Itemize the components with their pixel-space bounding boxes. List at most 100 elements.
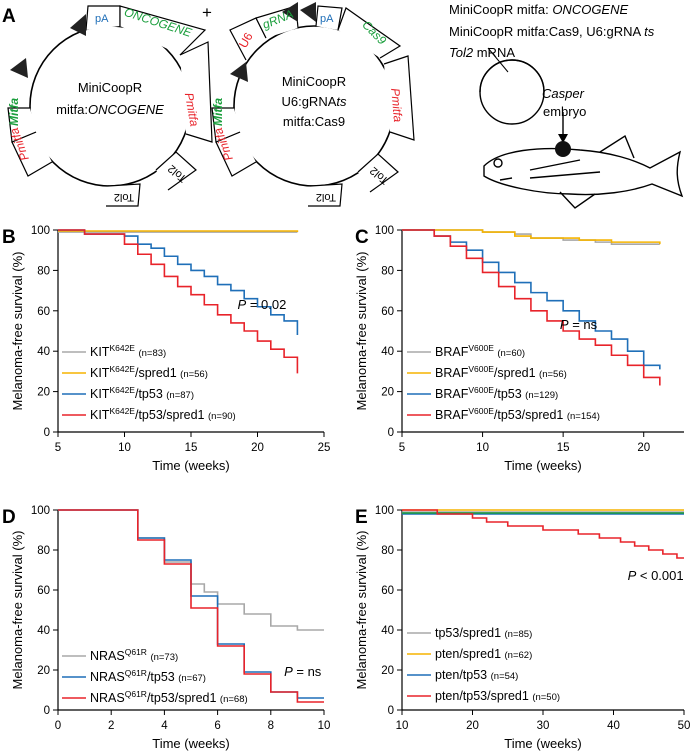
injection-line-2: MiniCoopR mitfa:Cas9, U6:gRNA ts (449, 24, 655, 39)
x-tick-label: 15 (557, 442, 570, 454)
segment-pmitfa-right (179, 41, 213, 143)
x-tick-label: 10 (476, 442, 489, 454)
series-line-orange (402, 229, 661, 245)
x-tick-label: 20 (251, 442, 264, 454)
legend-entry: KITK642E/tp53/spred1 (n=90) (90, 406, 236, 422)
y-tick-label: 80 (381, 265, 394, 277)
y-tick-label: 20 (37, 387, 50, 399)
panel-label-c: C (355, 227, 369, 248)
plasmid-subtitle: U6:gRNAts (281, 94, 347, 109)
y-tick-label: 40 (381, 346, 394, 358)
chart-panel-e: E 0 20 40 60 80 100 10 20 30 40 50 Time (weeks) Melan… (354, 505, 690, 751)
y-tick-label: 100 (31, 225, 50, 237)
y-tick-label: 60 (381, 585, 394, 597)
arrow-head-icon (558, 134, 568, 143)
x-tick-label: 8 (268, 720, 274, 732)
promoter-arrow-icon (70, 14, 86, 36)
y-axis-label: Melanoma-free survival (%) (354, 531, 369, 690)
y-tick-label: 60 (37, 585, 50, 597)
legend-entry: pten/tp53/spred1 (n=50) (435, 689, 560, 703)
p-value-annotation: P = ns (560, 317, 598, 332)
casper-label: Casper (542, 86, 585, 101)
y-axis-label: Melanoma-free survival (%) (10, 531, 25, 690)
legend-entry: pten/tp53 (n=54) (435, 668, 518, 682)
panel-a: A + pA ONCOGENE Pmitfa Tol2 Tol2 Pmitfa … (2, 2, 684, 209)
x-tick-label: 10 (118, 442, 131, 454)
series-line-orange (58, 230, 299, 233)
promoter-arrow-icon (230, 62, 248, 82)
segment-mitfa (7, 107, 37, 143)
plasmid-title: MiniCoopR (282, 74, 346, 89)
y-tick-label: 40 (381, 625, 394, 637)
x-axis-label: Time (weeks) (152, 458, 230, 473)
y-axis-label: Melanoma-free survival (%) (10, 252, 25, 411)
panel-label-d: D (2, 507, 16, 528)
y-tick-label: 0 (44, 705, 50, 717)
label-mitfa: Mitfa (211, 98, 225, 126)
legend-entry: BRAFV600E/spred1 (n=56) (435, 364, 567, 380)
x-axis-label: Time (weeks) (504, 458, 582, 473)
segment-mitfa (211, 107, 241, 143)
promoter-arrow-icon (282, 2, 298, 22)
segment-tol2-right (357, 153, 399, 193)
segment-cas9 (337, 7, 402, 59)
legend-entry: KITK642E/tp53 (n=87) (90, 385, 194, 401)
x-tick-label: 6 (214, 720, 220, 732)
x-tick-label: 5 (55, 442, 61, 454)
x-tick-label: 25 (318, 442, 331, 454)
x-tick-label: 2 (108, 720, 114, 732)
x-tick-label: 5 (399, 442, 405, 454)
y-tick-label: 60 (37, 306, 50, 318)
segment-oncogene (119, 5, 207, 56)
x-tick-label: 20 (637, 442, 650, 454)
segment-tol2-right (155, 151, 197, 191)
p-value-annotation: P = ns (284, 664, 322, 679)
panel-label-b: B (2, 227, 16, 248)
y-axis-label: Melanoma-free survival (%) (354, 252, 369, 411)
series-line-red (58, 509, 324, 703)
panel-label-a: A (2, 6, 16, 27)
x-tick-label: 40 (607, 720, 620, 732)
x-tick-label: 10 (318, 720, 331, 732)
plus-sign: + (202, 3, 212, 22)
series-line-red (402, 229, 661, 386)
legend-entry: BRAFV600E/tp53/spred1 (n=154) (435, 406, 600, 422)
plasmid-subtitle-2: mitfa:Cas9 (283, 114, 345, 129)
label-U6: U6 (236, 30, 256, 51)
fish-illustration (483, 134, 684, 209)
y-tick-label: 100 (375, 505, 394, 517)
legend-entry: KITK642E (n=83) (90, 343, 166, 359)
x-tick-label: 50 (678, 720, 691, 732)
y-tick-label: 80 (381, 545, 394, 557)
series-line-red (58, 229, 299, 374)
chart-panel-b: B 0 20 40 60 80 100 5 10 15 20 25 Time (weeks) Melano… (2, 225, 330, 473)
segment-tol2-left (106, 183, 141, 207)
y-tick-label: 20 (37, 665, 50, 677)
series-line-blue (58, 229, 299, 336)
chart-panel-c: C 0 20 40 60 80 100 5 10 15 20 Time (weeks) Melanoma… (354, 225, 684, 473)
y-tick-label: 0 (388, 705, 394, 717)
legend-entry: tp53/spred1 (n=85) (435, 626, 532, 640)
y-tick-label: 60 (381, 306, 394, 318)
segment-tol2-left (308, 183, 343, 207)
promoter-arrow-icon (300, 2, 316, 22)
segment-pA (315, 5, 343, 31)
series-line-blue (402, 229, 661, 370)
p-value-annotation: P < 0.001 (628, 568, 684, 583)
y-tick-label: 100 (31, 505, 50, 517)
embryo-illustration: Casper embryo (479, 47, 586, 125)
y-tick-label: 0 (44, 427, 50, 439)
label-pmitfa: Pmitfa (182, 92, 202, 128)
p-value-annotation: P = 0.02 (238, 297, 287, 312)
x-tick-label: 4 (161, 720, 168, 732)
legend-entry: BRAFV600E/tp53 (n=129) (435, 385, 558, 401)
legend-entry: BRAFV600E (n=60) (435, 343, 525, 359)
x-tick-label: 10 (396, 720, 409, 732)
y-tick-label: 20 (381, 665, 394, 677)
x-tick-label: 15 (185, 442, 198, 454)
legend-entry: KITK642E/spred1 (n=56) (90, 364, 208, 380)
embryo-label: embryo (543, 104, 586, 119)
label-tol2: Tol2 (316, 191, 336, 203)
promoter-arrow-icon (10, 58, 28, 78)
